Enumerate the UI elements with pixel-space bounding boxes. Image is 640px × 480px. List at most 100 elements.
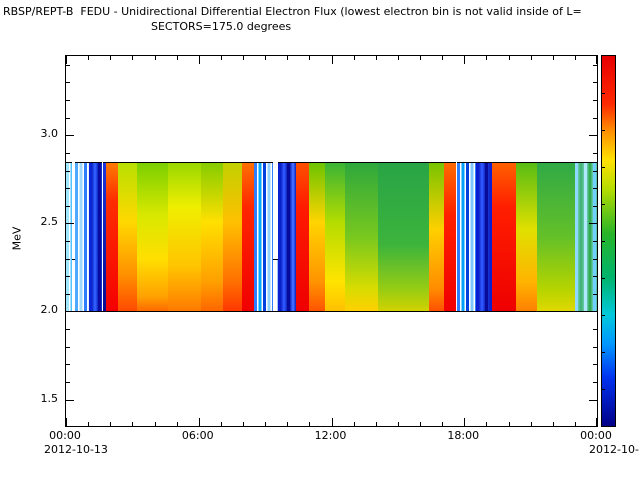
plot-area — [65, 55, 598, 427]
spectrogram-segment — [272, 258, 279, 312]
axis-tick — [66, 56, 67, 64]
colorbar-tick — [602, 241, 605, 242]
axis-tick — [593, 259, 597, 260]
axis-tick — [354, 56, 355, 60]
colorbar-tick — [602, 130, 605, 131]
y-tick-label: 2.5 — [40, 215, 59, 229]
axis-tick — [66, 364, 70, 365]
axis-tick — [177, 422, 178, 426]
axis-tick — [66, 311, 74, 312]
x-tick-label: 00:00 — [580, 429, 612, 442]
spectrogram-segment — [444, 161, 457, 312]
axis-tick — [593, 364, 597, 365]
axis-tick — [593, 171, 597, 172]
spectrogram-segment — [574, 161, 597, 312]
colorbar-tick — [602, 93, 605, 94]
axis-tick — [531, 422, 532, 426]
colorbar-tick — [602, 315, 605, 316]
axis-tick — [309, 422, 310, 426]
axis-tick — [593, 118, 597, 119]
y-tick-labels: 1.5 2.0 2.5 3.0 — [26, 55, 60, 425]
axis-tick — [593, 206, 597, 207]
axis-tick — [199, 56, 200, 64]
axis-tick — [354, 422, 355, 426]
spectrogram-segment — [428, 161, 445, 312]
axis-tick — [66, 400, 74, 401]
axis-tick — [88, 422, 89, 426]
axis-tick — [531, 56, 532, 60]
colorbar-tick — [602, 278, 605, 279]
axis-tick — [589, 400, 597, 401]
spectrogram-segment — [278, 161, 297, 312]
axis-tick — [442, 422, 443, 426]
axis-tick — [553, 422, 554, 426]
axis-tick — [66, 153, 70, 154]
axis-tick — [589, 135, 597, 136]
spectrogram-segment — [491, 161, 517, 312]
axis-tick — [66, 223, 74, 224]
axis-tick — [66, 65, 70, 66]
axis-tick — [575, 422, 576, 426]
axis-tick — [66, 294, 70, 295]
axis-tick — [593, 65, 597, 66]
axis-tick — [243, 422, 244, 426]
x-tick-label: 18:00 — [447, 429, 480, 442]
spectrogram-segment — [66, 161, 72, 312]
axis-tick — [420, 56, 421, 60]
spectrogram-segment — [105, 161, 118, 312]
spectrogram-segment — [89, 161, 103, 312]
axis-tick — [66, 241, 70, 242]
axis-tick — [593, 382, 597, 383]
axis-tick — [155, 422, 156, 426]
spectrogram-segment — [223, 161, 242, 312]
axis-tick — [593, 100, 597, 101]
axis-tick — [243, 56, 244, 60]
spectrogram-segment — [309, 161, 325, 312]
axis-tick — [442, 56, 443, 60]
spectrogram-segment — [377, 161, 429, 312]
colorbar — [601, 55, 616, 427]
spectrogram-segment — [324, 161, 345, 312]
y-tick-label: 3.0 — [40, 127, 59, 141]
axis-tick — [88, 56, 89, 60]
axis-tick — [589, 311, 597, 312]
axis-tick — [66, 135, 74, 136]
x-axis-date-left: 2012-10-13 — [44, 443, 108, 456]
spectrogram-segment — [136, 161, 168, 312]
axis-tick — [110, 56, 111, 60]
axis-tick — [132, 56, 133, 60]
axis-tick — [486, 422, 487, 426]
y-axis-label: MeV — [10, 226, 24, 251]
axis-tick — [66, 382, 70, 383]
spectrogram-segment — [241, 161, 255, 312]
y-tick-label: 1.5 — [40, 391, 59, 405]
axis-tick — [464, 418, 465, 426]
axis-tick — [221, 56, 222, 60]
x-tick-labels: 00:00 06:00 12:00 18:00 00:00 — [49, 429, 612, 443]
axis-tick — [553, 56, 554, 60]
axis-tick — [155, 56, 156, 60]
spectrogram-segment — [117, 161, 137, 312]
axis-tick — [110, 422, 111, 426]
spectrogram-segment — [254, 161, 273, 312]
axis-tick — [265, 56, 266, 60]
axis-tick — [509, 422, 510, 426]
axis-tick — [66, 276, 70, 277]
axis-tick — [332, 418, 333, 426]
x-axis-date-right: 2012-10-14 — [589, 443, 640, 456]
spectrogram-segment — [74, 161, 90, 312]
axis-tick — [309, 56, 310, 60]
spectrogram-segment — [537, 161, 575, 312]
axis-tick — [575, 56, 576, 60]
axis-tick — [593, 188, 597, 189]
axis-tick — [66, 82, 70, 83]
axis-tick — [593, 82, 597, 83]
axis-tick — [265, 422, 266, 426]
axis-tick — [66, 347, 70, 348]
axis-tick — [376, 56, 377, 60]
plot-title: RBSP/REPT-B FEDU - Unidirectional Differ… — [3, 5, 582, 18]
axis-tick — [66, 329, 70, 330]
axis-tick — [66, 100, 70, 101]
colorbar-tick — [602, 389, 605, 390]
